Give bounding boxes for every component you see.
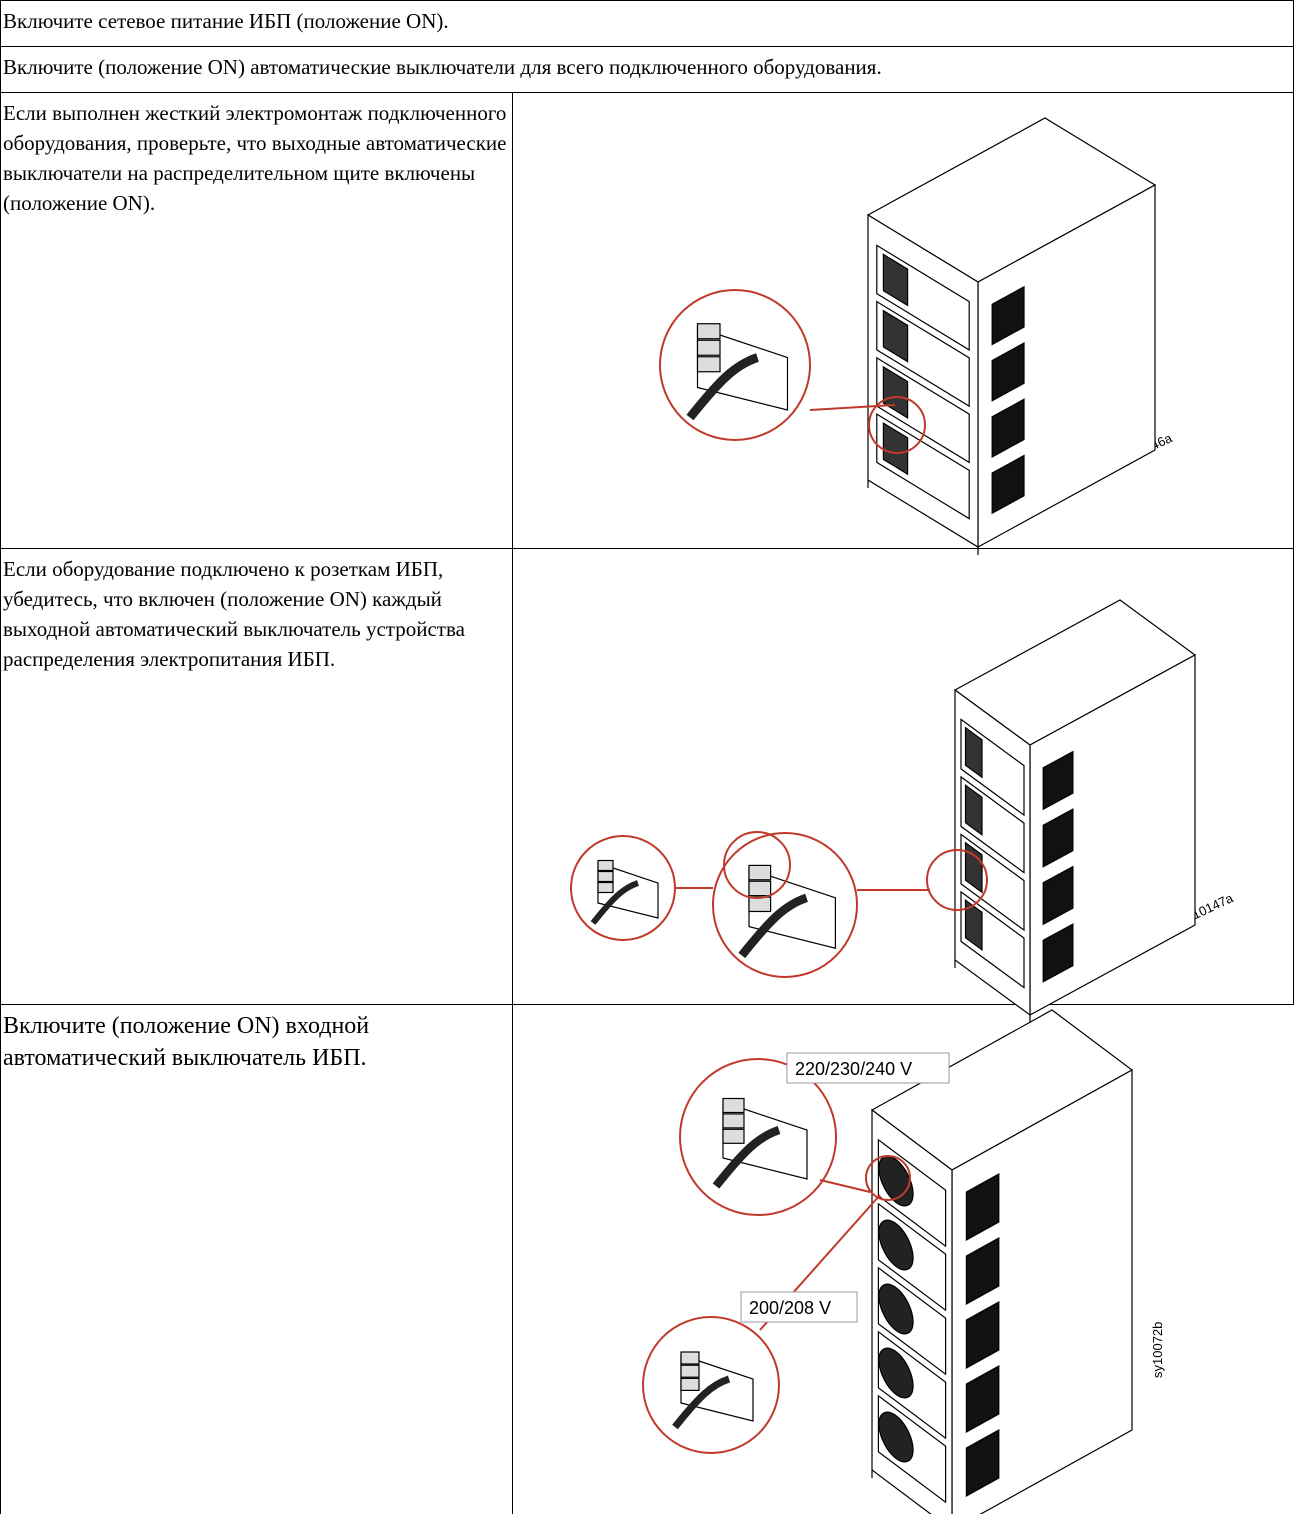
detail <box>686 323 789 421</box>
drawing <box>883 254 907 305</box>
border <box>0 0 1 1514</box>
ups-cabinet <box>870 1009 1134 1514</box>
drawing <box>680 1364 700 1378</box>
drawing <box>879 1211 913 1279</box>
step-text: Если выполнен жесткий электромонтаж подк… <box>3 101 507 215</box>
callout-line <box>819 1179 871 1193</box>
drawing <box>672 1375 731 1430</box>
drawing <box>966 1430 998 1496</box>
drawing <box>992 343 1024 401</box>
zoom-circle <box>679 1058 837 1216</box>
drawing <box>748 896 772 913</box>
drawing <box>1043 752 1073 810</box>
drawing <box>738 893 809 959</box>
drawing <box>722 1128 745 1144</box>
drawing <box>966 900 983 950</box>
drawing <box>966 1238 998 1304</box>
zoom-circle <box>659 289 811 441</box>
drawing <box>590 880 640 925</box>
zoom-circle <box>868 396 926 454</box>
drawing <box>992 399 1024 457</box>
detail <box>590 859 659 925</box>
ups-cabinet <box>953 599 1197 1023</box>
drawing <box>878 1140 945 1502</box>
drawing <box>879 1403 913 1471</box>
drawing <box>696 323 721 340</box>
border <box>0 46 1294 47</box>
drawing <box>966 843 983 893</box>
detail <box>712 1097 808 1189</box>
border <box>0 92 1294 93</box>
zoom-circle <box>723 831 791 899</box>
drawing <box>966 1174 998 1240</box>
drawing <box>686 353 760 421</box>
drawing <box>748 880 772 897</box>
border <box>0 0 1294 1</box>
step-text: Включите сетевое питание ИБП (положение … <box>3 9 449 33</box>
drawing <box>966 785 983 835</box>
border <box>512 92 513 1514</box>
zoom-circle <box>712 832 858 978</box>
drawing <box>966 728 983 778</box>
drawing <box>1043 752 1073 982</box>
drawing <box>883 423 907 474</box>
drawing <box>879 1339 913 1407</box>
drawing <box>696 339 721 356</box>
callout-box <box>740 1291 858 1323</box>
drawing <box>992 287 1024 345</box>
border <box>0 1004 1294 1005</box>
drawing <box>722 1113 745 1129</box>
drawing <box>597 881 614 894</box>
detail <box>738 864 837 959</box>
drawing <box>748 864 772 881</box>
callout-line <box>809 404 896 411</box>
step-text: Включите (положение ON) автоматические в… <box>3 55 882 79</box>
drawing <box>883 311 907 362</box>
zoom-circle <box>642 1316 780 1454</box>
callout-label: 220/230/240 V <box>795 1059 912 1079</box>
drawing <box>680 1351 700 1365</box>
drawing <box>712 1126 781 1189</box>
step-text: Включите (положение ON) входной автомати… <box>3 1013 370 1071</box>
drawing <box>696 356 721 373</box>
drawing <box>992 287 1024 513</box>
drawing <box>877 245 969 518</box>
callout-label: 200/208 V <box>749 1298 831 1318</box>
drawing <box>1043 809 1073 867</box>
drawing <box>966 1302 998 1368</box>
drawing <box>1043 924 1073 982</box>
drawing <box>966 1174 998 1496</box>
callout-box <box>786 1052 950 1084</box>
zoom-circle <box>865 1155 911 1201</box>
border <box>0 548 1294 549</box>
drawing <box>597 859 614 872</box>
drawing <box>992 456 1024 514</box>
drawing <box>879 1275 913 1343</box>
drawing <box>966 1366 998 1432</box>
step-text: Если оборудование подключено к розеткам … <box>3 557 465 671</box>
drawing <box>1043 867 1073 925</box>
zoom-circle <box>926 849 988 911</box>
drawing <box>597 870 614 883</box>
detail <box>672 1351 754 1430</box>
figure-id: sy10072b <box>1150 1322 1165 1378</box>
drawing <box>680 1377 700 1392</box>
drawing <box>722 1097 745 1114</box>
ups-cabinet <box>866 117 1157 555</box>
